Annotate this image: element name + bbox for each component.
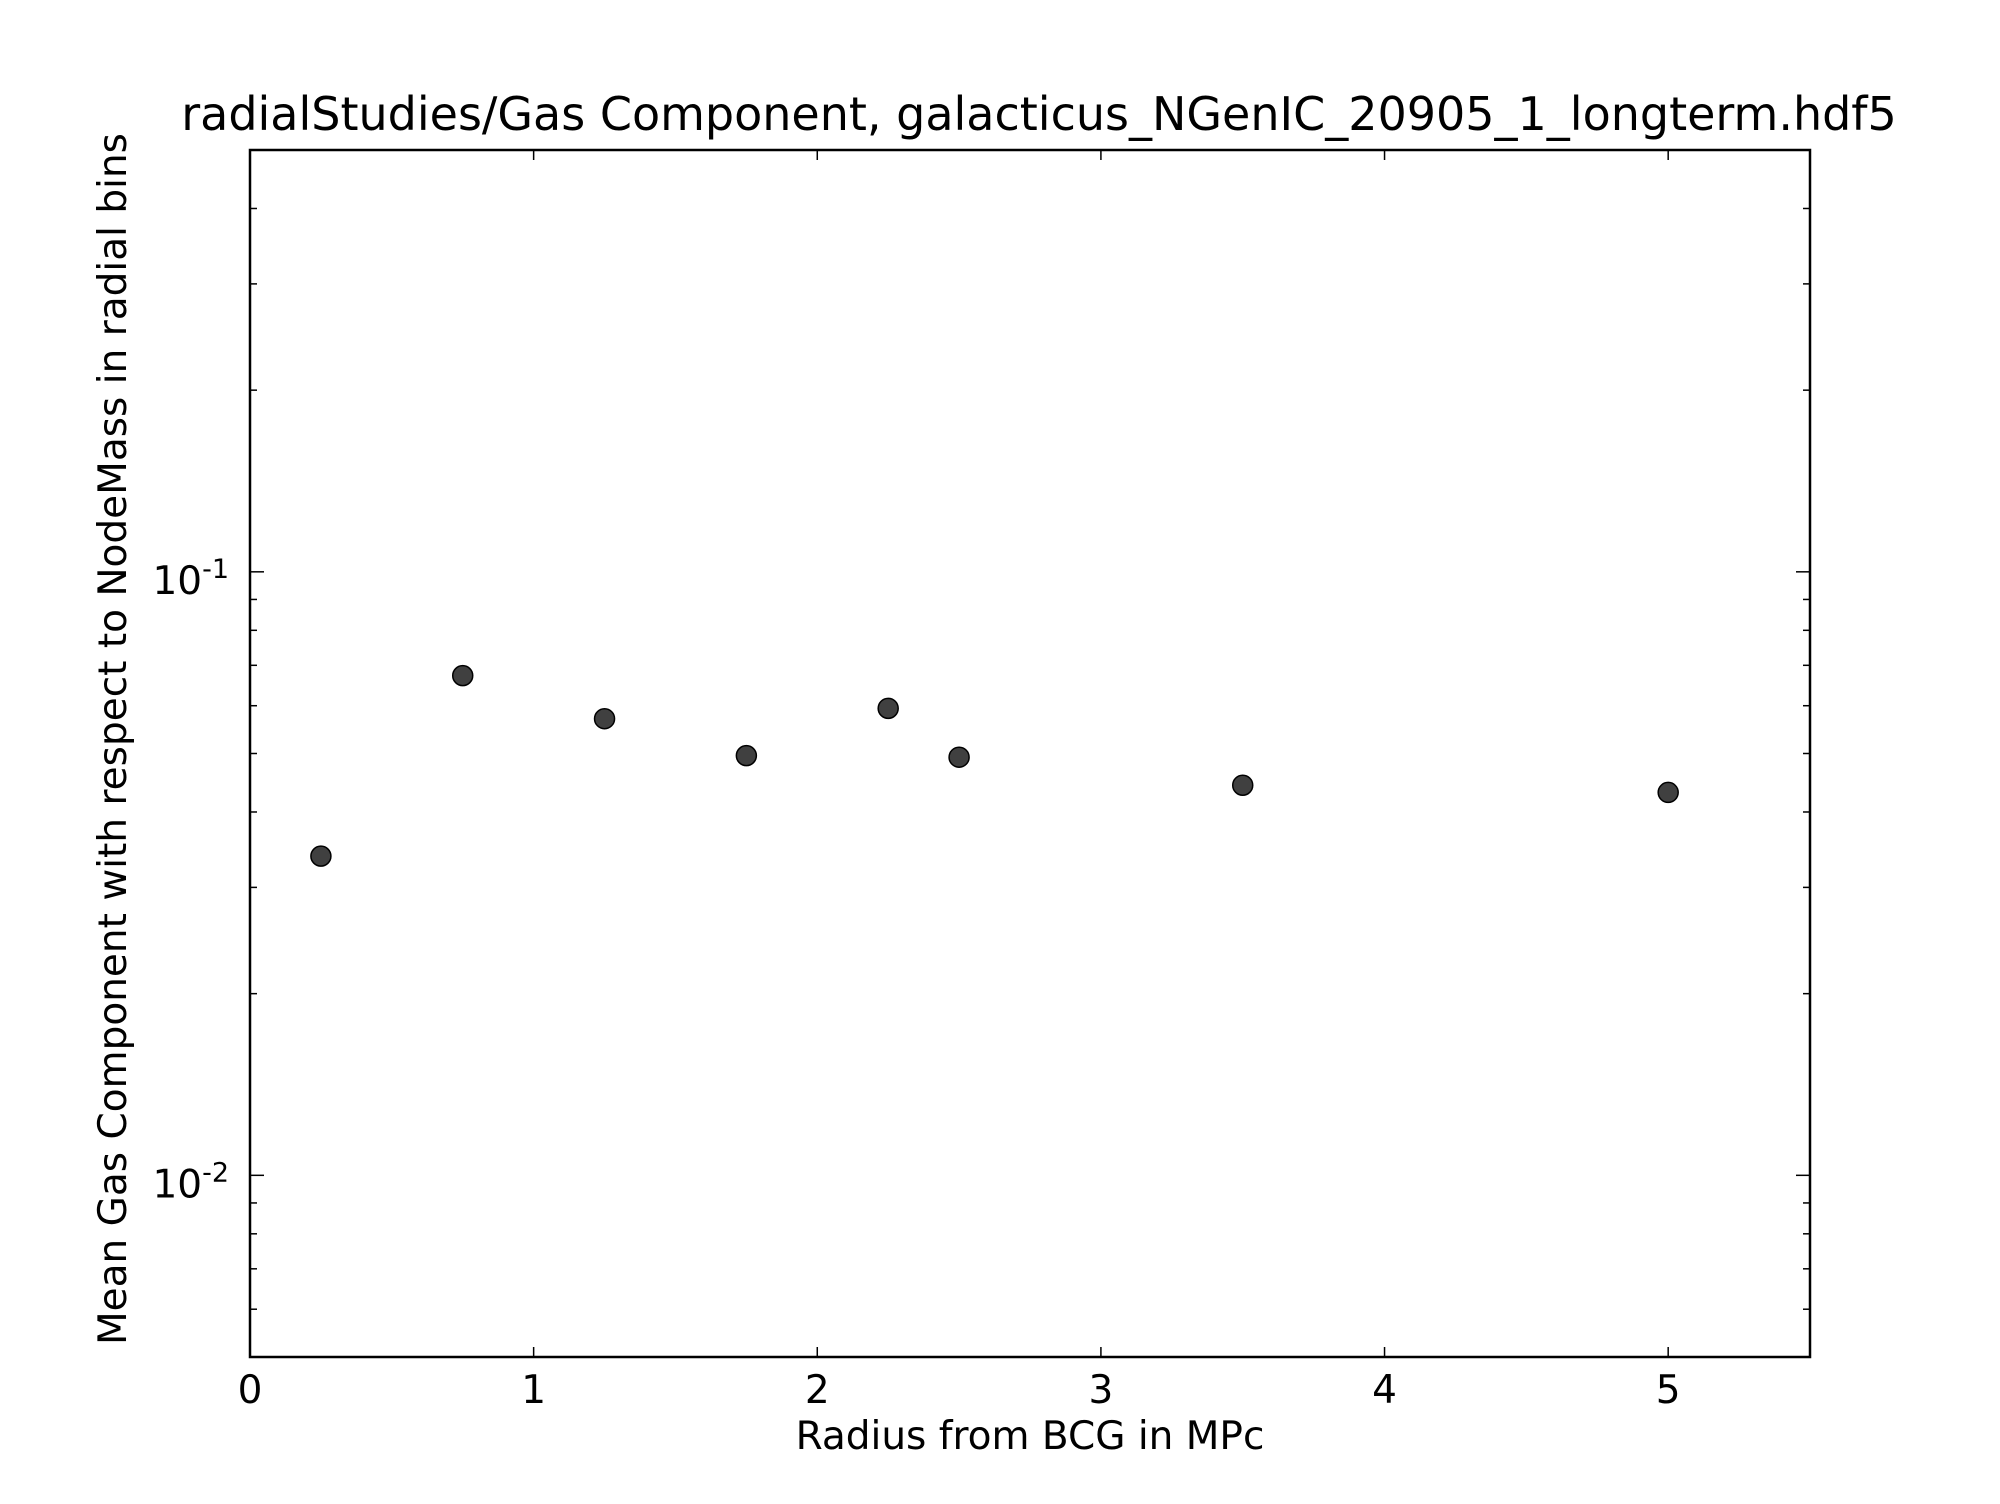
data-point	[1231, 774, 1254, 796]
plot-frame	[248, 148, 1812, 1359]
x-tick-label: 0	[238, 1368, 263, 1413]
data-point	[948, 746, 970, 768]
chart-title: radialStudies/Gas Component, galacticus_…	[181, 87, 1897, 141]
data-points	[310, 664, 1679, 867]
tick-labels: 0 1 2 3 4 5 10-2 10-1	[152, 554, 1680, 1413]
axis-ticks	[249, 150, 1810, 1357]
data-point	[593, 707, 616, 730]
data-point	[451, 664, 474, 687]
x-tick-label: 5	[1656, 1368, 1681, 1413]
data-point	[1657, 781, 1679, 804]
x-tick-label: 3	[1088, 1368, 1113, 1413]
y-tick-label: 10-1	[152, 554, 229, 604]
y-axis-label: Mean Gas Component with respect to NodeM…	[91, 133, 136, 1345]
data-point	[310, 845, 332, 867]
y-tick-label: 10-2	[152, 1157, 229, 1207]
x-axis-label: Radius from BCG in MPc	[796, 1414, 1265, 1459]
x-tick-label: 4	[1372, 1368, 1397, 1413]
data-point	[877, 697, 899, 720]
data-point	[735, 744, 758, 767]
x-tick-label: 2	[805, 1368, 830, 1413]
x-tick-label: 1	[521, 1368, 546, 1413]
